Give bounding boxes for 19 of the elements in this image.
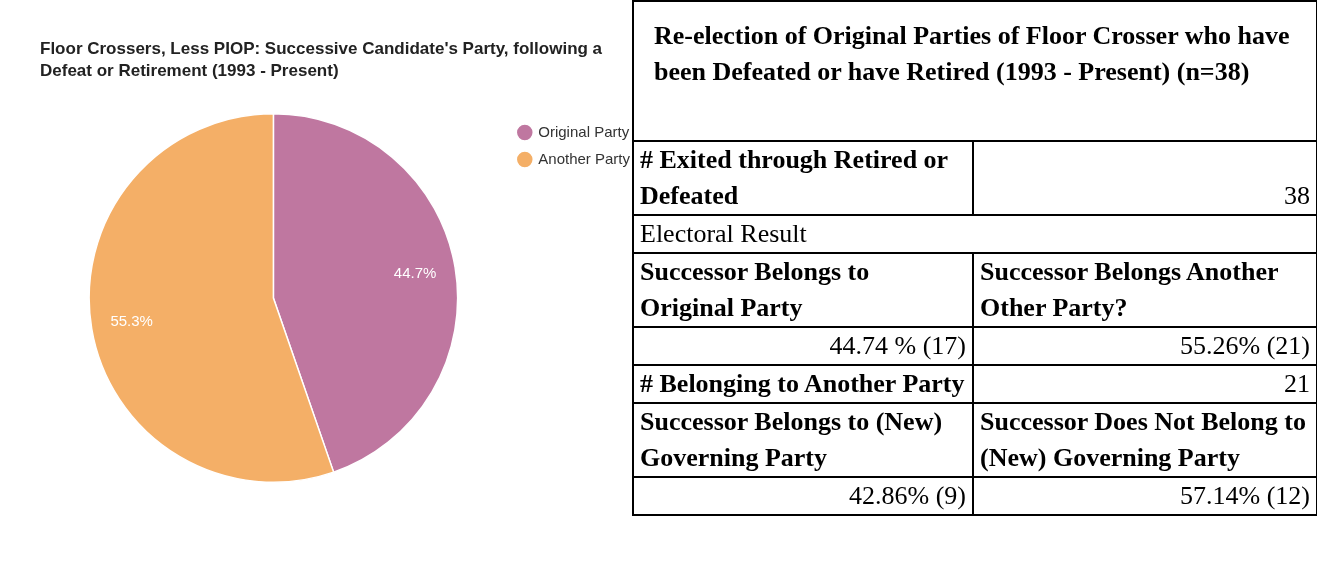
text: # Belonging to Another Party bbox=[633, 365, 973, 403]
text: 55.26% (21) bbox=[973, 327, 1317, 365]
legend-label: Another Party bbox=[538, 149, 631, 167]
text: Successor Does Not Belong to (New) Governing Party bbox=[973, 403, 1317, 477]
legend-label: Original Party bbox=[538, 122, 630, 140]
text: # Exited through Retired or Defeated bbox=[633, 141, 973, 215]
text: 42.86% (9) bbox=[633, 477, 973, 515]
text: Electoral Result bbox=[633, 215, 1317, 253]
text: 44.74 % (17) bbox=[633, 327, 973, 365]
text: Successor Belongs Another Other Party? bbox=[973, 253, 1317, 327]
text: 57.14% (12) bbox=[973, 477, 1317, 515]
text: Successor Belongs to Original Party bbox=[633, 253, 973, 327]
data-label: 44.7% bbox=[393, 264, 437, 282]
text: Re-election of Original Parties of Floor Crosser who have been Defeated or have Retired (1993 - Present) (n=38) bbox=[633, 1, 1317, 141]
text: Successor Belongs to (New) Governing Party bbox=[633, 403, 973, 477]
chart-title: Floor Crossers, Less PIOP: Successive Candidate's Party, following a Defeat or Retirement (1993 - Present) bbox=[40, 38, 604, 82]
text: 38 bbox=[973, 141, 1317, 215]
text: 21 bbox=[973, 365, 1317, 403]
data-label: 55.3% bbox=[110, 311, 153, 329]
